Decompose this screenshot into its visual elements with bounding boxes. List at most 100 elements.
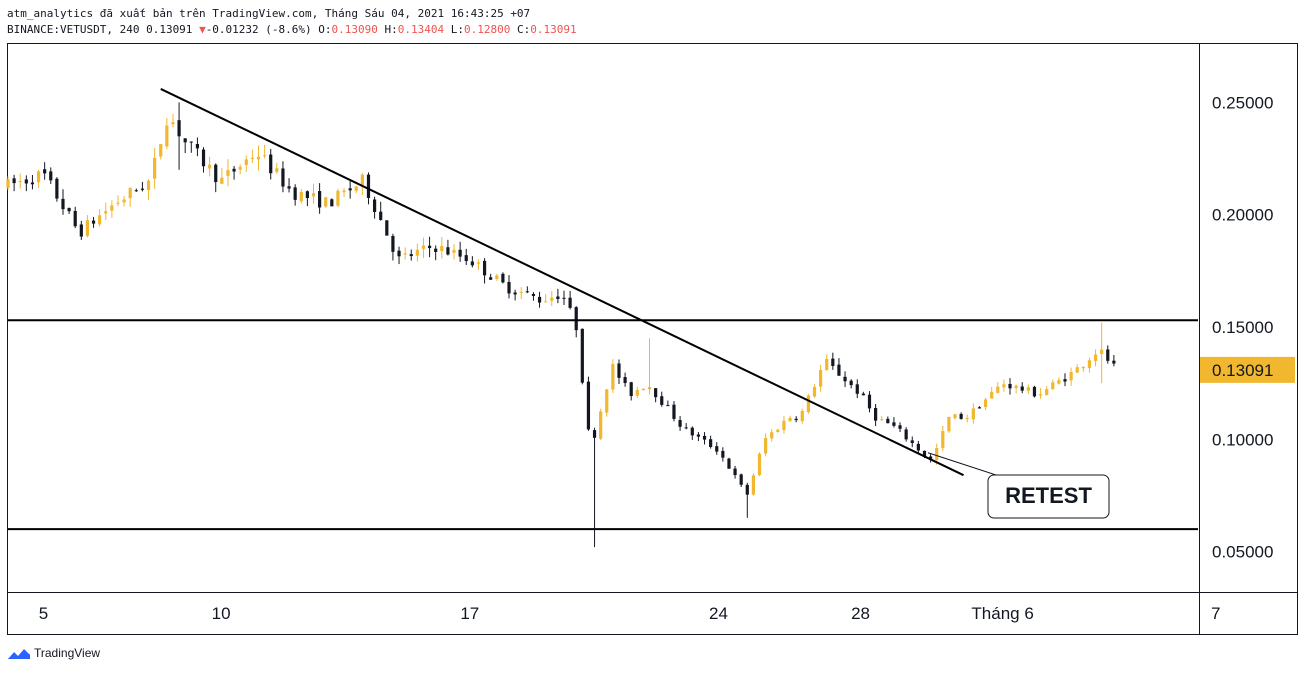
- candle: [696, 431, 701, 442]
- candle: [1020, 382, 1024, 394]
- candle-body-up: [165, 125, 169, 147]
- candle: [476, 259, 481, 270]
- candle: [947, 416, 951, 433]
- candle-body-down: [201, 149, 206, 167]
- candle-body-up: [519, 292, 523, 294]
- downtrend-line: [160, 88, 964, 477]
- high-label: H:: [384, 23, 398, 36]
- candle: [104, 202, 108, 220]
- candle: [354, 185, 358, 194]
- candle-body-up: [1057, 380, 1061, 384]
- candle-body-up: [122, 199, 126, 203]
- candle-body-down: [397, 250, 401, 257]
- candle: [122, 196, 126, 207]
- candle: [336, 188, 340, 208]
- candle-body-down: [409, 254, 413, 257]
- candle: [684, 423, 688, 430]
- brand-name: TradingView: [34, 646, 101, 660]
- candle-body-down: [287, 186, 291, 189]
- candle-body-up: [256, 156, 261, 160]
- candle: [843, 371, 847, 388]
- candle: [165, 117, 169, 150]
- candle-body-up: [1045, 389, 1049, 396]
- candle-body-up: [1051, 382, 1055, 390]
- candle: [43, 162, 47, 180]
- candle-series: [6, 102, 1116, 548]
- candle-body-down: [379, 211, 383, 220]
- candle: [24, 175, 28, 192]
- candle-body-down: [959, 413, 963, 419]
- candle-body-down: [684, 427, 688, 429]
- candle: [831, 352, 835, 370]
- candle: [1026, 384, 1030, 395]
- candle: [452, 244, 456, 260]
- time-axis[interactable]: 5 10 17 24 28 Tháng 6 7: [39, 604, 1221, 623]
- change-down-icon: ▼: [199, 23, 206, 36]
- candle-body-down: [1008, 383, 1012, 389]
- price-axis[interactable]: 0.25000 0.20000 0.15000 0.10000 0.05000 0.130…: [1200, 93, 1295, 562]
- candle: [1100, 322, 1104, 384]
- candle: [611, 359, 615, 393]
- candle: [537, 291, 542, 308]
- candle-body-down: [1112, 360, 1116, 364]
- candle: [201, 147, 206, 173]
- tradingview-brand[interactable]: TradingView: [7, 646, 100, 660]
- candle-body-down: [574, 307, 578, 331]
- candle-body-down: [293, 187, 297, 200]
- candle-body-up: [354, 186, 358, 191]
- candle-body-up: [36, 171, 41, 183]
- candle: [372, 196, 377, 219]
- candle-body-up: [1100, 349, 1104, 354]
- candle: [1045, 386, 1049, 396]
- callout-label: RETEST: [1005, 483, 1092, 508]
- candle-body-down: [568, 297, 572, 308]
- candle: [825, 354, 829, 371]
- candle: [293, 184, 297, 206]
- candle: [379, 201, 383, 221]
- candle: [134, 188, 138, 192]
- candle: [464, 248, 468, 266]
- price-tick-label: 0.05000: [1212, 543, 1273, 562]
- candle: [550, 291, 554, 307]
- candle-body-up: [757, 453, 762, 475]
- close-value: 0.13091: [530, 23, 577, 36]
- candle-body-up: [226, 170, 230, 176]
- candle-body-down: [43, 169, 47, 174]
- candle-body-down: [739, 474, 743, 485]
- candle: [574, 306, 578, 338]
- price-tick-label: 0.15000: [1212, 318, 1273, 337]
- publish-info-text: atm_analytics đã xuất bản trên TradingVi…: [7, 7, 531, 20]
- candle-body-down: [586, 381, 591, 430]
- candle-body-down: [592, 430, 597, 438]
- price-tick-label: 0.10000: [1212, 430, 1273, 449]
- candle: [281, 161, 285, 193]
- candle-body-down: [690, 427, 694, 436]
- candle-body-down: [867, 394, 872, 409]
- candle: [324, 196, 328, 208]
- candle: [73, 206, 77, 229]
- candle-body-up: [770, 432, 774, 439]
- candle-body-down: [660, 396, 664, 405]
- candle: [18, 173, 22, 189]
- publish-info: atm_analytics đã xuất bản trên TradingVi…: [7, 7, 530, 20]
- candle-body-down: [434, 248, 438, 252]
- candle: [544, 293, 548, 303]
- time-tick-label: 5: [39, 604, 48, 623]
- candle: [971, 403, 975, 424]
- candle-body-down: [702, 435, 707, 440]
- candle-body-down: [672, 404, 676, 419]
- candle-body-up: [635, 390, 639, 396]
- candle: [409, 249, 413, 261]
- candle: [287, 178, 291, 193]
- candle-body-up: [238, 166, 242, 170]
- candle: [861, 391, 865, 396]
- candle-body-down: [61, 198, 65, 210]
- candle: [1069, 367, 1073, 386]
- candle-body-up: [116, 202, 120, 204]
- candle: [672, 401, 676, 422]
- candle: [873, 404, 878, 427]
- candle: [79, 220, 83, 240]
- candle: [232, 166, 236, 180]
- candle-body-down: [1032, 386, 1037, 397]
